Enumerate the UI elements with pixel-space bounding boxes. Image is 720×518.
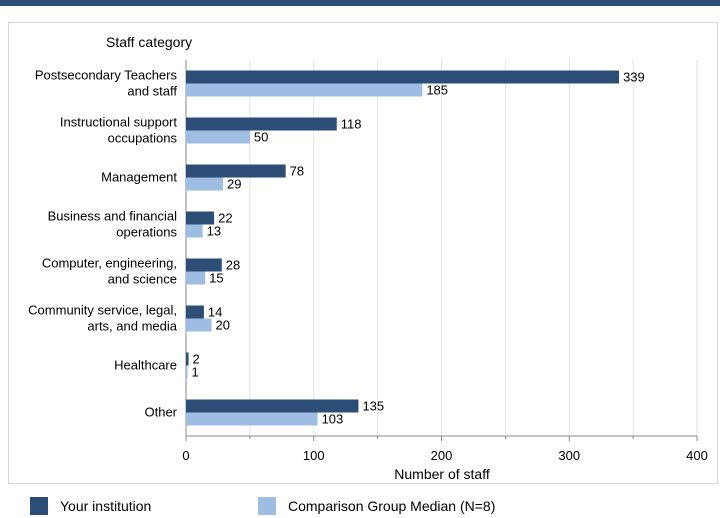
- data-label: 15: [209, 271, 223, 286]
- x-tick-label: 100: [303, 448, 325, 463]
- data-label: 13: [207, 224, 221, 239]
- data-label: 339: [623, 70, 645, 85]
- category-label: Management: [101, 170, 177, 185]
- bar: [186, 365, 188, 379]
- bar: [186, 83, 423, 97]
- bar: [186, 164, 286, 178]
- category-label: Other: [144, 405, 177, 420]
- x-axis-label: Number of staff: [394, 466, 490, 482]
- legend-swatch-your-institution: [30, 497, 48, 515]
- data-label: 20: [216, 318, 230, 333]
- bar: [186, 117, 337, 131]
- x-tick-label: 300: [558, 448, 580, 463]
- y-axis-label: Staff category: [106, 34, 192, 50]
- bar: [186, 318, 212, 332]
- bar-chart: Staff category Number of staff 0 100 200 30…: [28, 34, 708, 482]
- bar: [186, 352, 189, 366]
- data-label: 185: [426, 83, 448, 98]
- x-tick-label: 200: [431, 448, 453, 463]
- bar: [186, 271, 206, 285]
- bar: [186, 305, 204, 319]
- bar: [186, 70, 620, 84]
- category-label: Community service, legal, arts, and media: [28, 303, 178, 334]
- category-label: Business and financial operations: [48, 209, 178, 240]
- data-label: 29: [227, 177, 241, 192]
- data-label: 1: [192, 365, 199, 380]
- chart-frame: [8, 22, 718, 484]
- data-label: 78: [290, 164, 304, 179]
- legend-label: Your institution: [60, 498, 152, 514]
- legend-item-your-institution: Your institution: [30, 496, 151, 516]
- bar: [186, 130, 250, 144]
- category-label: Instructional support occupations: [60, 115, 178, 146]
- category-label: Computer, engineering, and science: [42, 256, 177, 287]
- x-tick-label: 400: [686, 448, 708, 463]
- data-label: 22: [218, 211, 232, 226]
- header-rule: [0, 0, 720, 6]
- bar: [186, 258, 222, 272]
- data-label: 2: [193, 352, 200, 367]
- category-label: Healthcare: [114, 358, 177, 373]
- bar: [186, 211, 215, 225]
- legend-swatch-comparison-group: [258, 497, 276, 515]
- category-label: Postsecondary Teachers and staff: [35, 68, 178, 99]
- data-label: 14: [208, 305, 222, 320]
- data-label: 103: [322, 412, 344, 427]
- x-tick-label: 0: [182, 448, 189, 463]
- bar: [186, 399, 359, 413]
- data-label: 135: [362, 399, 384, 414]
- bar: [186, 177, 224, 191]
- bar: [186, 224, 203, 238]
- bar: [186, 412, 318, 426]
- data-label: 28: [226, 258, 240, 273]
- legend-label: Comparison Group Median (N=8): [288, 498, 496, 514]
- legend-item-comparison-group: Comparison Group Median (N=8): [258, 496, 495, 516]
- data-label: 118: [341, 117, 362, 132]
- data-label: 50: [254, 130, 268, 145]
- legend: Your institution Comparison Group Median…: [0, 490, 720, 518]
